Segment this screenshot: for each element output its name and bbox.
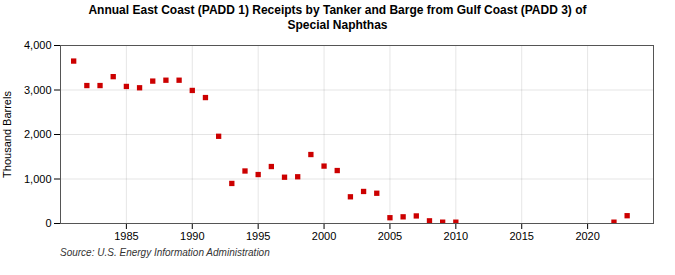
svg-text:2020: 2020 — [575, 230, 599, 242]
svg-text:0: 0 — [45, 217, 51, 229]
svg-text:1985: 1985 — [114, 230, 138, 242]
html-text:Annual East Coast (PADD 1) Rec: Annual East Coast (PADD 1) Receipts by T… — [88, 3, 587, 32]
svg-text:4,000: 4,000 — [24, 39, 52, 51]
svg-text:2010: 2010 — [444, 230, 468, 242]
svg-text:1995: 1995 — [246, 230, 270, 242]
html-text:Source: U.S. Energy Informatio: Source: U.S. Energy Information Administ… — [60, 247, 270, 258]
svg-text:2015: 2015 — [509, 230, 533, 242]
svg-text:1990: 1990 — [180, 230, 204, 242]
svg-text:2005: 2005 — [378, 230, 402, 242]
svg-text:1,000: 1,000 — [24, 173, 52, 185]
svg-text:3,000: 3,000 — [24, 84, 52, 96]
svg-text:2,000: 2,000 — [24, 128, 52, 140]
svg-text:Thousand Barrels: Thousand Barrels — [1, 91, 13, 178]
svg-text:2000: 2000 — [312, 230, 336, 242]
